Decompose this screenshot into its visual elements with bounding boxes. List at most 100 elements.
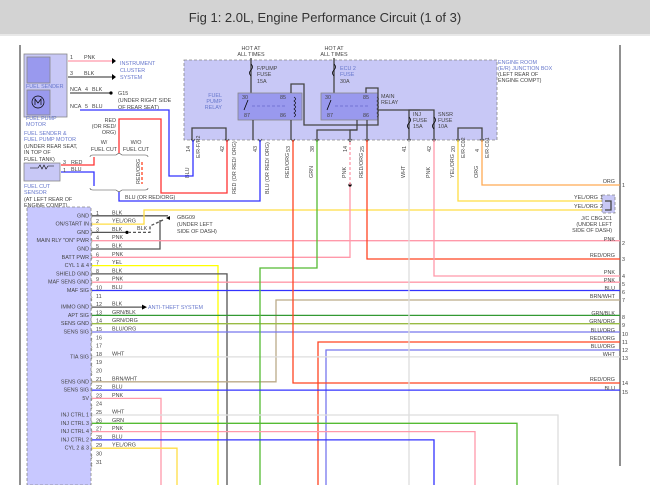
ecm-pin-number: 28 — [96, 435, 102, 441]
anti-theft-label: ANTI-THEFT SYSTEM — [148, 305, 204, 311]
ecm-wire-color: GRN/ORG — [112, 318, 138, 324]
ground-label: G15 — [118, 91, 128, 97]
relay-wire — [457, 127, 483, 140]
motor-icon — [31, 95, 45, 109]
figure-title: Fig 1: 2.0L, Engine Performance Circuit … — [0, 0, 650, 36]
jb-pin-number: 14 — [343, 146, 349, 152]
wire-brn-wht — [92, 299, 620, 383]
ecm-wire-color: BLU/ORG — [112, 327, 136, 333]
ecm-pin-number: 4 — [96, 236, 99, 242]
ecm-pin-number: 17 — [96, 344, 102, 350]
wire-red-org — [292, 140, 620, 384]
pin-terminal-icon — [90, 428, 93, 435]
pin-terminal-icon — [90, 403, 93, 410]
wire-color: PNK — [84, 55, 95, 61]
relay-label: RELAY — [205, 105, 223, 111]
fuel-pump-relay — [237, 92, 303, 121]
ecm-pin-label: SHIELD GND — [56, 271, 89, 277]
jc-wire-color: YEL/ORG — [574, 195, 598, 201]
wire-wht — [92, 414, 559, 485]
right-wire-color: PNK — [604, 278, 615, 284]
right-pin-number: 15 — [622, 390, 628, 396]
jc-location: SIDE OF DASH) — [572, 228, 612, 234]
ecm-pin-label: SENS GND — [61, 321, 89, 327]
ecm-pin-number: 12 — [96, 302, 102, 308]
pin-number: 5 — [85, 104, 88, 110]
relay-wire — [316, 120, 358, 140]
jb-wire-color: PNK — [426, 167, 432, 178]
relay-switch-icon — [326, 99, 332, 111]
pin-terminal-icon — [90, 437, 93, 443]
jb-pin-number: 41 — [402, 146, 408, 152]
fuse-label: ECU 2 — [340, 66, 356, 72]
ground-location: OF REAR SEAT) — [118, 105, 159, 111]
fuse-label: FUSE — [257, 72, 272, 78]
ecm-wire-color: PNK — [112, 252, 123, 258]
jb-wire-color: WHT — [401, 165, 407, 178]
hot-label: HOT AT — [325, 46, 345, 52]
joint-connector — [601, 194, 616, 214]
ecm-pin-label: CYL 2 & 3 — [65, 446, 89, 452]
ecm-wire-color: BLK — [112, 210, 123, 216]
wire-pnk — [92, 185, 351, 258]
wire-color: RED/ORG — [136, 159, 142, 184]
wire-red — [61, 157, 95, 166]
right-wire-color: RED/ORG — [590, 336, 615, 342]
right-wire-color: GRN/BLK — [591, 311, 615, 317]
right-pin-number: 11 — [622, 340, 628, 346]
ecm-pin-number: 8 — [96, 269, 99, 275]
motor-label: MOTOR — [26, 122, 46, 128]
wire-org — [481, 140, 620, 186]
motor-symbol-icon — [34, 97, 42, 105]
relay-label: FUEL — [208, 93, 222, 99]
jb-pin-number: 20 — [451, 146, 457, 152]
ecm-pin-label: SENS SIG — [64, 388, 89, 394]
right-wire-color: BLU — [605, 386, 616, 392]
ecm-pin-number: 16 — [96, 335, 102, 341]
relay-pin: 85 — [280, 95, 286, 101]
jc-pin-number: 2 — [600, 204, 603, 210]
ecm-wire-color: BLK — [112, 244, 123, 250]
fuel-cut-label: SENSOR — [24, 190, 47, 196]
right-wire-color: BRN/WHT — [590, 294, 616, 300]
fuse-icon — [432, 116, 436, 130]
jb-wire-color: BLU (OR RED/ ORG) — [265, 142, 271, 194]
relay-switch-icon — [243, 99, 249, 111]
jc-wire-color: YEL/ORG — [574, 204, 598, 210]
wire-blu — [61, 171, 95, 186]
pin-terminal-icon — [90, 329, 93, 335]
ecm-pin-label: INJ CTRL 3 — [61, 421, 89, 427]
jc-pin-number: 1 — [600, 195, 603, 201]
option-label: W/O — [131, 140, 142, 146]
relay-pin: 86 — [280, 113, 286, 119]
ecm-wire-color: WHT — [112, 351, 125, 357]
location-label: ENGINE COMPT) — [24, 203, 68, 209]
arrow-icon — [112, 58, 116, 80]
location-label: (UNDER REAR SEAT, — [24, 144, 78, 150]
motor-label: FUEL PUMP — [26, 116, 57, 122]
relay-pin: 30 — [242, 95, 248, 101]
wire-red-org — [366, 140, 620, 260]
ecm-pin-label: INJ CTRL 2 — [61, 437, 89, 443]
ecm-pin-label: GND — [77, 230, 89, 236]
fuel-sender — [26, 56, 51, 84]
ecm-pin-number: 22 — [96, 385, 102, 391]
fuse-label: INJ — [413, 112, 421, 118]
jb-wire-color: ORG — [474, 166, 480, 178]
option-label: FUEL CUT — [123, 147, 150, 153]
jb-wire-color: BLU — [185, 167, 191, 178]
wire-color: BLK — [92, 87, 103, 93]
wire-blu — [118, 140, 261, 202]
ecm-pin-number: 5 — [96, 244, 99, 250]
jb-pin-number: 43 — [253, 146, 259, 152]
component-label: FUEL SENDER & — [24, 131, 67, 137]
ecm-pin-number: 26 — [96, 418, 102, 424]
nca-label: NCA — [70, 104, 82, 110]
ecm-pin-number: 19 — [96, 360, 102, 366]
wire-color: BLU — [92, 104, 103, 110]
ecm-wire-color: PNK — [112, 393, 123, 399]
ecm-wire-color: GRN/BLK — [112, 310, 136, 316]
location-label: FUEL TANK) — [24, 157, 55, 163]
ecm-pin-label: SENS GND — [61, 379, 89, 385]
right-wire-color: RED/ORG — [590, 377, 615, 383]
